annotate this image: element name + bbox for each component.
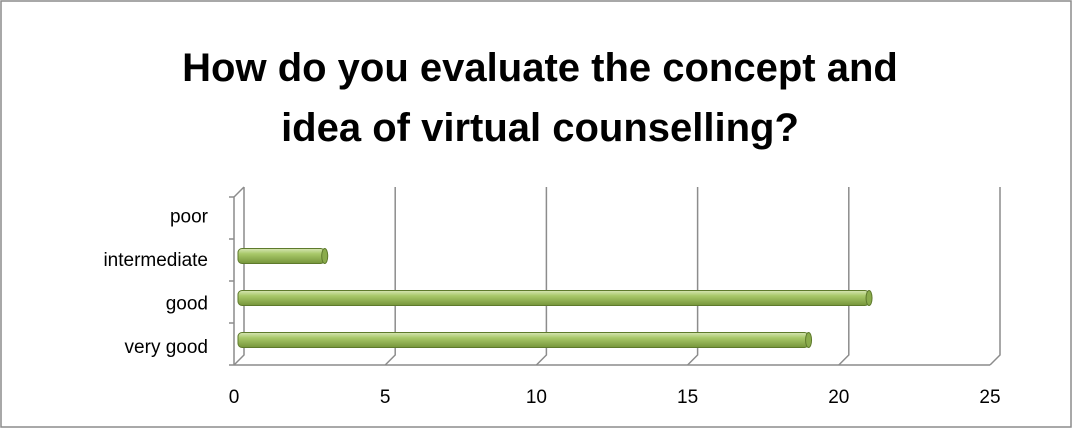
- bar-cap: [321, 248, 329, 264]
- grid-line: [989, 187, 1001, 366]
- x-tick-label: 5: [380, 387, 391, 408]
- grid-line: [384, 187, 396, 366]
- x-tick-label: 0: [229, 387, 240, 408]
- y-tick-label: good: [166, 294, 208, 315]
- grid-line: [233, 187, 245, 366]
- x-tick-label: 20: [828, 387, 849, 408]
- chart-title: How do you evaluate the concept and idea…: [182, 46, 898, 150]
- y-tick-label: poor: [170, 207, 209, 228]
- bar: [237, 290, 870, 306]
- y-tick-label: very good: [125, 337, 208, 358]
- bar-cap: [805, 332, 813, 348]
- bar: [237, 332, 810, 348]
- bar: [237, 248, 326, 264]
- y-tick-label: intermediate: [103, 250, 208, 271]
- grid-line: [687, 187, 699, 366]
- x-tick-label: 25: [979, 387, 1000, 408]
- x-tick-label: 15: [677, 387, 698, 408]
- bar-cap: [865, 290, 873, 306]
- x-tick-label: 10: [526, 387, 547, 408]
- grid-line: [838, 187, 850, 366]
- grid-line: [535, 187, 548, 366]
